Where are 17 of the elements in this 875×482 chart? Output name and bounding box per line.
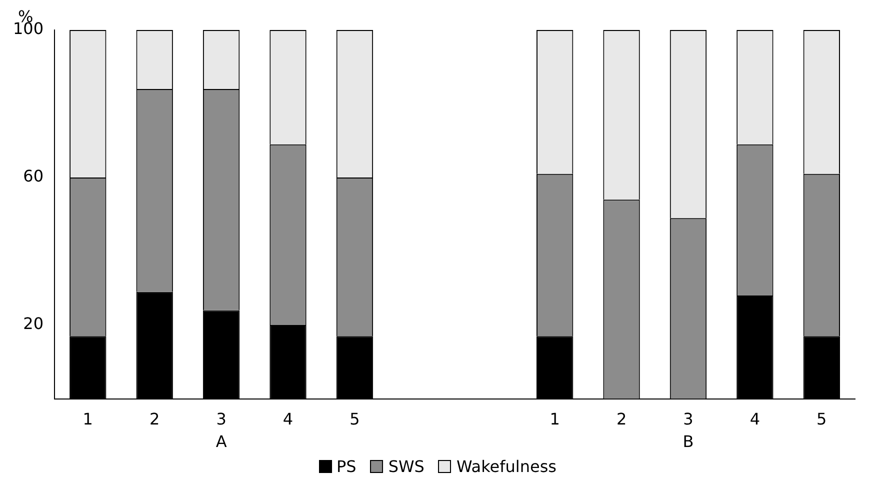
x-tick-label: 3 [683,410,694,429]
x-tick-label: 5 [816,410,827,429]
legend-label: SWS [388,457,424,476]
x-tick-label: 1 [550,410,560,429]
text: A [216,432,227,451]
y-tick-label: 20 [23,314,44,334]
legend-label: Wakefulness [456,457,556,476]
y-tick-label: 60 [23,166,44,186]
x-tick-label: 2 [150,410,160,429]
text: B [682,432,694,451]
x-tick-label: 2 [616,410,627,429]
legend-label: PS [336,457,356,476]
x-tick-label: 4 [282,410,294,429]
x-tick-label: 3 [216,410,226,429]
x-tick-label: 5 [350,410,360,429]
x-tick-label: 4 [750,410,760,429]
x-tick-label: 1 [82,410,93,429]
